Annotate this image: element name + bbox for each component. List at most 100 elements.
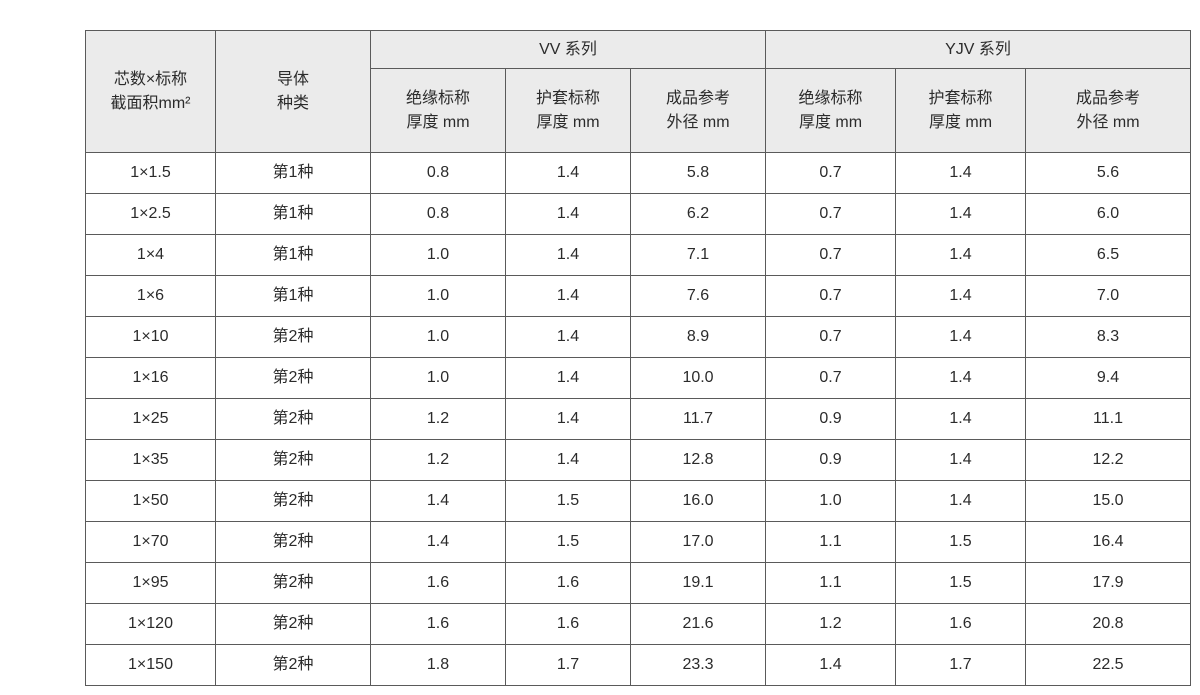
table-cell: 1×2.5 bbox=[85, 193, 216, 235]
table-cell: 1.2 bbox=[765, 603, 897, 645]
table-cell: 7.0 bbox=[1025, 275, 1192, 317]
table-cell: 1.4 bbox=[505, 316, 631, 358]
cable-spec-table: 芯数×标称 截面积mm² 导体 种类 VV 系列 YJV 系列 绝缘标称 厚度 … bbox=[85, 30, 1192, 686]
table-cell: 1.4 bbox=[370, 521, 506, 563]
table-cell: 第1种 bbox=[215, 234, 371, 276]
table-cell: 第2种 bbox=[215, 603, 371, 645]
table-cell: 19.1 bbox=[629, 562, 767, 604]
table-cell: 第2种 bbox=[215, 562, 371, 604]
table-cell: 1.5 bbox=[895, 521, 1027, 563]
table-cell: 20.8 bbox=[1025, 603, 1192, 645]
table-row: 1×6 第1种 1.0 1.4 7.6 0.7 1.4 7.0 bbox=[85, 275, 1192, 317]
table-cell: 6.0 bbox=[1025, 193, 1192, 235]
table-cell: 1×50 bbox=[85, 480, 216, 522]
table-cell: 1.5 bbox=[505, 480, 631, 522]
table-cell: 1×70 bbox=[85, 521, 216, 563]
table-cell: 0.8 bbox=[370, 152, 506, 194]
table-cell: 17.9 bbox=[1025, 562, 1192, 604]
table-cell: 1.0 bbox=[370, 316, 506, 358]
table-cell: 23.3 bbox=[629, 644, 767, 686]
table-row: 1×25 第2种 1.2 1.4 11.7 0.9 1.4 11.1 bbox=[85, 398, 1192, 440]
cable-spec-table-wrapper: 芯数×标称 截面积mm² 导体 种类 VV 系列 YJV 系列 绝缘标称 厚度 … bbox=[85, 30, 1192, 686]
table-body: 1×1.5 第1种 0.8 1.4 5.8 0.7 1.4 5.6 1×2.5 第1种 0.8 1.4… bbox=[85, 152, 1192, 686]
table-cell: 1.4 bbox=[895, 357, 1027, 399]
table-cell: 1×35 bbox=[85, 439, 216, 481]
table-cell: 9.4 bbox=[1025, 357, 1192, 399]
table-cell: 1.0 bbox=[370, 234, 506, 276]
table-cell: 1.4 bbox=[765, 644, 897, 686]
table-cell: 1×16 bbox=[85, 357, 216, 399]
table-cell: 7.6 bbox=[629, 275, 767, 317]
table-cell: 1.4 bbox=[895, 316, 1027, 358]
table-cell: 8.3 bbox=[1025, 316, 1192, 358]
table-cell: 第2种 bbox=[215, 644, 371, 686]
table-cell: 0.7 bbox=[765, 234, 897, 276]
table-cell: 1×150 bbox=[85, 644, 216, 686]
header-yjv-insulation-thickness: 绝缘标称 厚度 mm bbox=[765, 68, 897, 153]
table-cell: 1.0 bbox=[765, 480, 897, 522]
table-cell: 22.5 bbox=[1025, 644, 1192, 686]
table-cell: 8.9 bbox=[629, 316, 767, 358]
table-cell: 17.0 bbox=[629, 521, 767, 563]
table-cell: 1×10 bbox=[85, 316, 216, 358]
table-cell: 10.0 bbox=[629, 357, 767, 399]
table-cell: 0.7 bbox=[765, 193, 897, 235]
table-cell: 11.1 bbox=[1025, 398, 1192, 440]
table-cell: 1.4 bbox=[505, 234, 631, 276]
table-cell: 1.6 bbox=[505, 562, 631, 604]
table-row: 1×16 第2种 1.0 1.4 10.0 0.7 1.4 9.4 bbox=[85, 357, 1192, 399]
table-cell: 0.7 bbox=[765, 275, 897, 317]
table-cell: 第1种 bbox=[215, 152, 371, 194]
table-cell: 1.7 bbox=[505, 644, 631, 686]
table-cell: 0.7 bbox=[765, 152, 897, 194]
header-vv-sheath-thickness: 护套标称 厚度 mm bbox=[505, 68, 631, 153]
table-cell: 1.6 bbox=[895, 603, 1027, 645]
table-row: 1×1.5 第1种 0.8 1.4 5.8 0.7 1.4 5.6 bbox=[85, 152, 1192, 194]
table-cell: 1×6 bbox=[85, 275, 216, 317]
table-row: 1×120 第2种 1.6 1.6 21.6 1.2 1.6 20.8 bbox=[85, 603, 1192, 645]
table-cell: 1.4 bbox=[505, 439, 631, 481]
table-cell: 1.4 bbox=[505, 275, 631, 317]
table-cell: 1.5 bbox=[895, 562, 1027, 604]
table-row: 1×150 第2种 1.8 1.7 23.3 1.4 1.7 22.5 bbox=[85, 644, 1192, 686]
table-cell: 0.7 bbox=[765, 316, 897, 358]
table-cell: 第1种 bbox=[215, 193, 371, 235]
table-cell: 0.8 bbox=[370, 193, 506, 235]
header-vv-series: VV 系列 bbox=[369, 30, 767, 69]
table-cell: 1.8 bbox=[370, 644, 506, 686]
table-cell: 1.1 bbox=[765, 521, 897, 563]
table-cell: 5.6 bbox=[1025, 152, 1192, 194]
table-cell: 15.0 bbox=[1025, 480, 1192, 522]
table-cell: 6.5 bbox=[1025, 234, 1192, 276]
table-cell: 1.7 bbox=[895, 644, 1027, 686]
table-cell: 0.9 bbox=[765, 398, 897, 440]
table-cell: 1×25 bbox=[85, 398, 216, 440]
table-cell: 11.7 bbox=[629, 398, 767, 440]
table-cell: 0.9 bbox=[765, 439, 897, 481]
table-row: 1×35 第2种 1.2 1.4 12.8 0.9 1.4 12.2 bbox=[85, 439, 1192, 481]
table-row: 1×4 第1种 1.0 1.4 7.1 0.7 1.4 6.5 bbox=[85, 234, 1192, 276]
table-cell: 1.6 bbox=[370, 562, 506, 604]
table-cell: 第2种 bbox=[215, 521, 371, 563]
header-yjv-sheath-thickness: 护套标称 厚度 mm bbox=[895, 68, 1027, 153]
table-cell: 1.4 bbox=[895, 193, 1027, 235]
table-cell: 1×1.5 bbox=[85, 152, 216, 194]
table-cell: 16.0 bbox=[629, 480, 767, 522]
table-cell: 7.1 bbox=[629, 234, 767, 276]
table-cell: 1×4 bbox=[85, 234, 216, 276]
table-cell: 1.2 bbox=[370, 439, 506, 481]
table-row: 1×95 第2种 1.6 1.6 19.1 1.1 1.5 17.9 bbox=[85, 562, 1192, 604]
table-cell: 1.6 bbox=[505, 603, 631, 645]
table-cell: 1.1 bbox=[765, 562, 897, 604]
table-cell: 1.6 bbox=[370, 603, 506, 645]
header-vv-outer-diameter: 成品参考 外径 mm bbox=[629, 68, 767, 153]
table-cell: 第2种 bbox=[215, 398, 371, 440]
header-vv-insulation-thickness: 绝缘标称 厚度 mm bbox=[370, 68, 506, 153]
table-cell: 1.4 bbox=[895, 152, 1027, 194]
header-core-area: 芯数×标称 截面积mm² bbox=[85, 30, 216, 153]
table-header: 芯数×标称 截面积mm² 导体 种类 VV 系列 YJV 系列 绝缘标称 厚度 … bbox=[85, 30, 1192, 153]
table-cell: 1.4 bbox=[505, 357, 631, 399]
table-cell: 12.2 bbox=[1025, 439, 1192, 481]
table-cell: 1.4 bbox=[370, 480, 506, 522]
